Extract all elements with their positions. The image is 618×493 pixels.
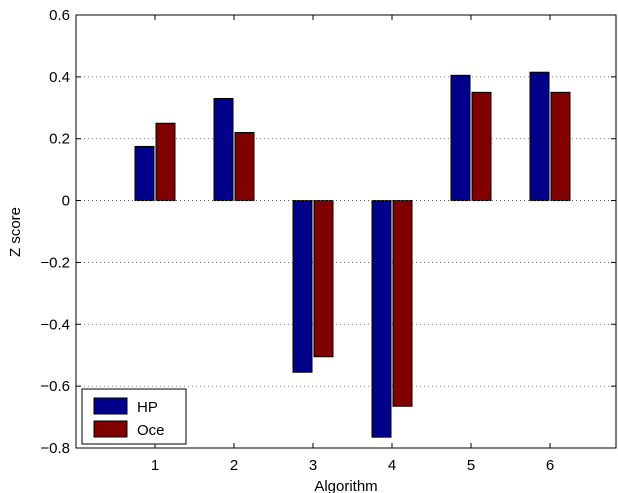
y-tick-label: 0.6 xyxy=(49,7,70,24)
bar-oce-2 xyxy=(234,132,255,202)
bar-hp-2 xyxy=(213,98,234,202)
bar-oce-3 xyxy=(313,200,334,358)
y-tick-label: −0.2 xyxy=(40,254,70,271)
x-axis-ticks: 1 2 3 4 5 6 xyxy=(151,15,554,474)
bar-hp-5 xyxy=(450,74,471,202)
bar-oce-5 xyxy=(471,91,492,202)
legend-label-oce: Oce xyxy=(137,422,165,439)
legend-swatch-oce xyxy=(93,420,128,438)
legend: HP Oce xyxy=(81,388,187,445)
bars xyxy=(76,71,616,438)
legend-swatch-hp xyxy=(93,397,128,415)
y-axis-label: Z score xyxy=(7,207,24,257)
plot-frame xyxy=(75,14,617,449)
plot-background xyxy=(76,15,616,448)
y-tick-label: 0 xyxy=(62,193,70,210)
x-axis-label: Algorithm xyxy=(314,478,377,493)
y-tick-label: −0.6 xyxy=(40,378,70,395)
bar-hp-6 xyxy=(529,71,550,202)
x-tick-label: 5 xyxy=(467,457,475,474)
bar-hp-4 xyxy=(371,200,392,438)
bar-hp-1 xyxy=(134,145,155,202)
bar-oce-6 xyxy=(550,91,571,202)
y-tick-label: −0.8 xyxy=(40,440,70,457)
x-tick-label: 3 xyxy=(309,457,317,474)
x-tick-label: 6 xyxy=(546,457,554,474)
x-tick-label: 4 xyxy=(388,457,396,474)
x-tick-label: 2 xyxy=(230,457,238,474)
bar-oce-4 xyxy=(392,200,413,407)
y-tick-label: −0.4 xyxy=(40,316,70,333)
x-tick-label: 1 xyxy=(151,457,159,474)
y-tick-label: 0.2 xyxy=(49,131,70,148)
y-axis-ticks: 0.6 0.4 0.2 0 −0.2 −0.4 −0.6 −0.8 xyxy=(40,7,616,457)
bar-hp-3 xyxy=(292,200,313,373)
y-tick-label: 0.4 xyxy=(49,69,70,86)
legend-label-hp: HP xyxy=(137,399,158,416)
bar-oce-1 xyxy=(155,122,176,202)
